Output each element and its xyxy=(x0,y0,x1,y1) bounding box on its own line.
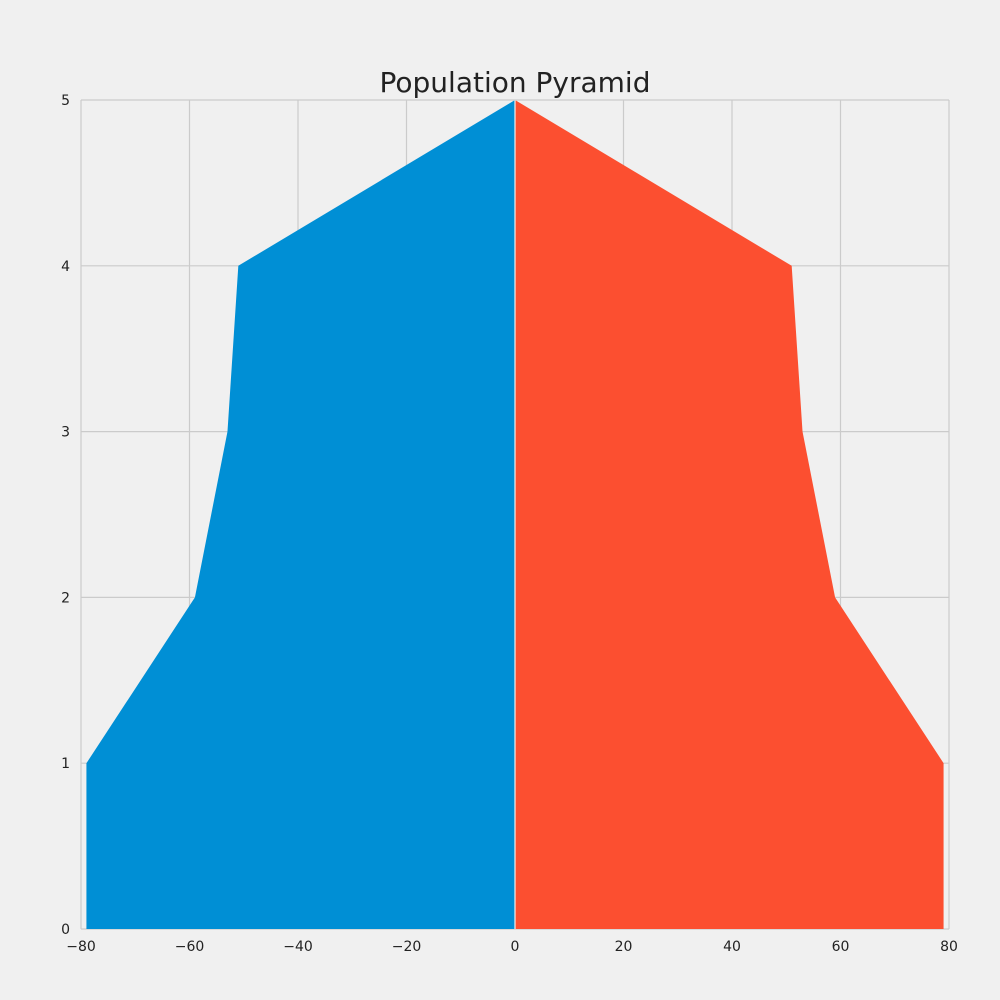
y-tick-label: 1 xyxy=(61,756,70,772)
y-tick-label: 0 xyxy=(61,922,70,938)
y-tick-label: 5 xyxy=(61,93,70,109)
x-tick-label: −40 xyxy=(283,939,313,955)
y-tick-label: 3 xyxy=(61,425,70,441)
x-tick-label: 20 xyxy=(615,939,633,955)
area-layer xyxy=(86,100,944,929)
x-tick-label: 60 xyxy=(832,939,850,955)
tick-label-layer: −80 −60 −40 −20 0 20 40 60 80 0 1 2 3 4 5 xyxy=(61,93,958,955)
y-tick-label: 2 xyxy=(61,590,70,606)
x-tick-label: 0 xyxy=(511,939,520,955)
x-tick-label: 40 xyxy=(723,939,741,955)
right-series-area xyxy=(515,100,944,929)
x-tick-label: 80 xyxy=(940,939,958,955)
x-tick-label: −20 xyxy=(392,939,422,955)
y-tick-label: 4 xyxy=(61,259,70,275)
x-tick-label: −80 xyxy=(66,939,96,955)
chart-title: Population Pyramid xyxy=(380,66,651,99)
left-series-area xyxy=(86,100,516,929)
x-tick-label: −60 xyxy=(175,939,205,955)
